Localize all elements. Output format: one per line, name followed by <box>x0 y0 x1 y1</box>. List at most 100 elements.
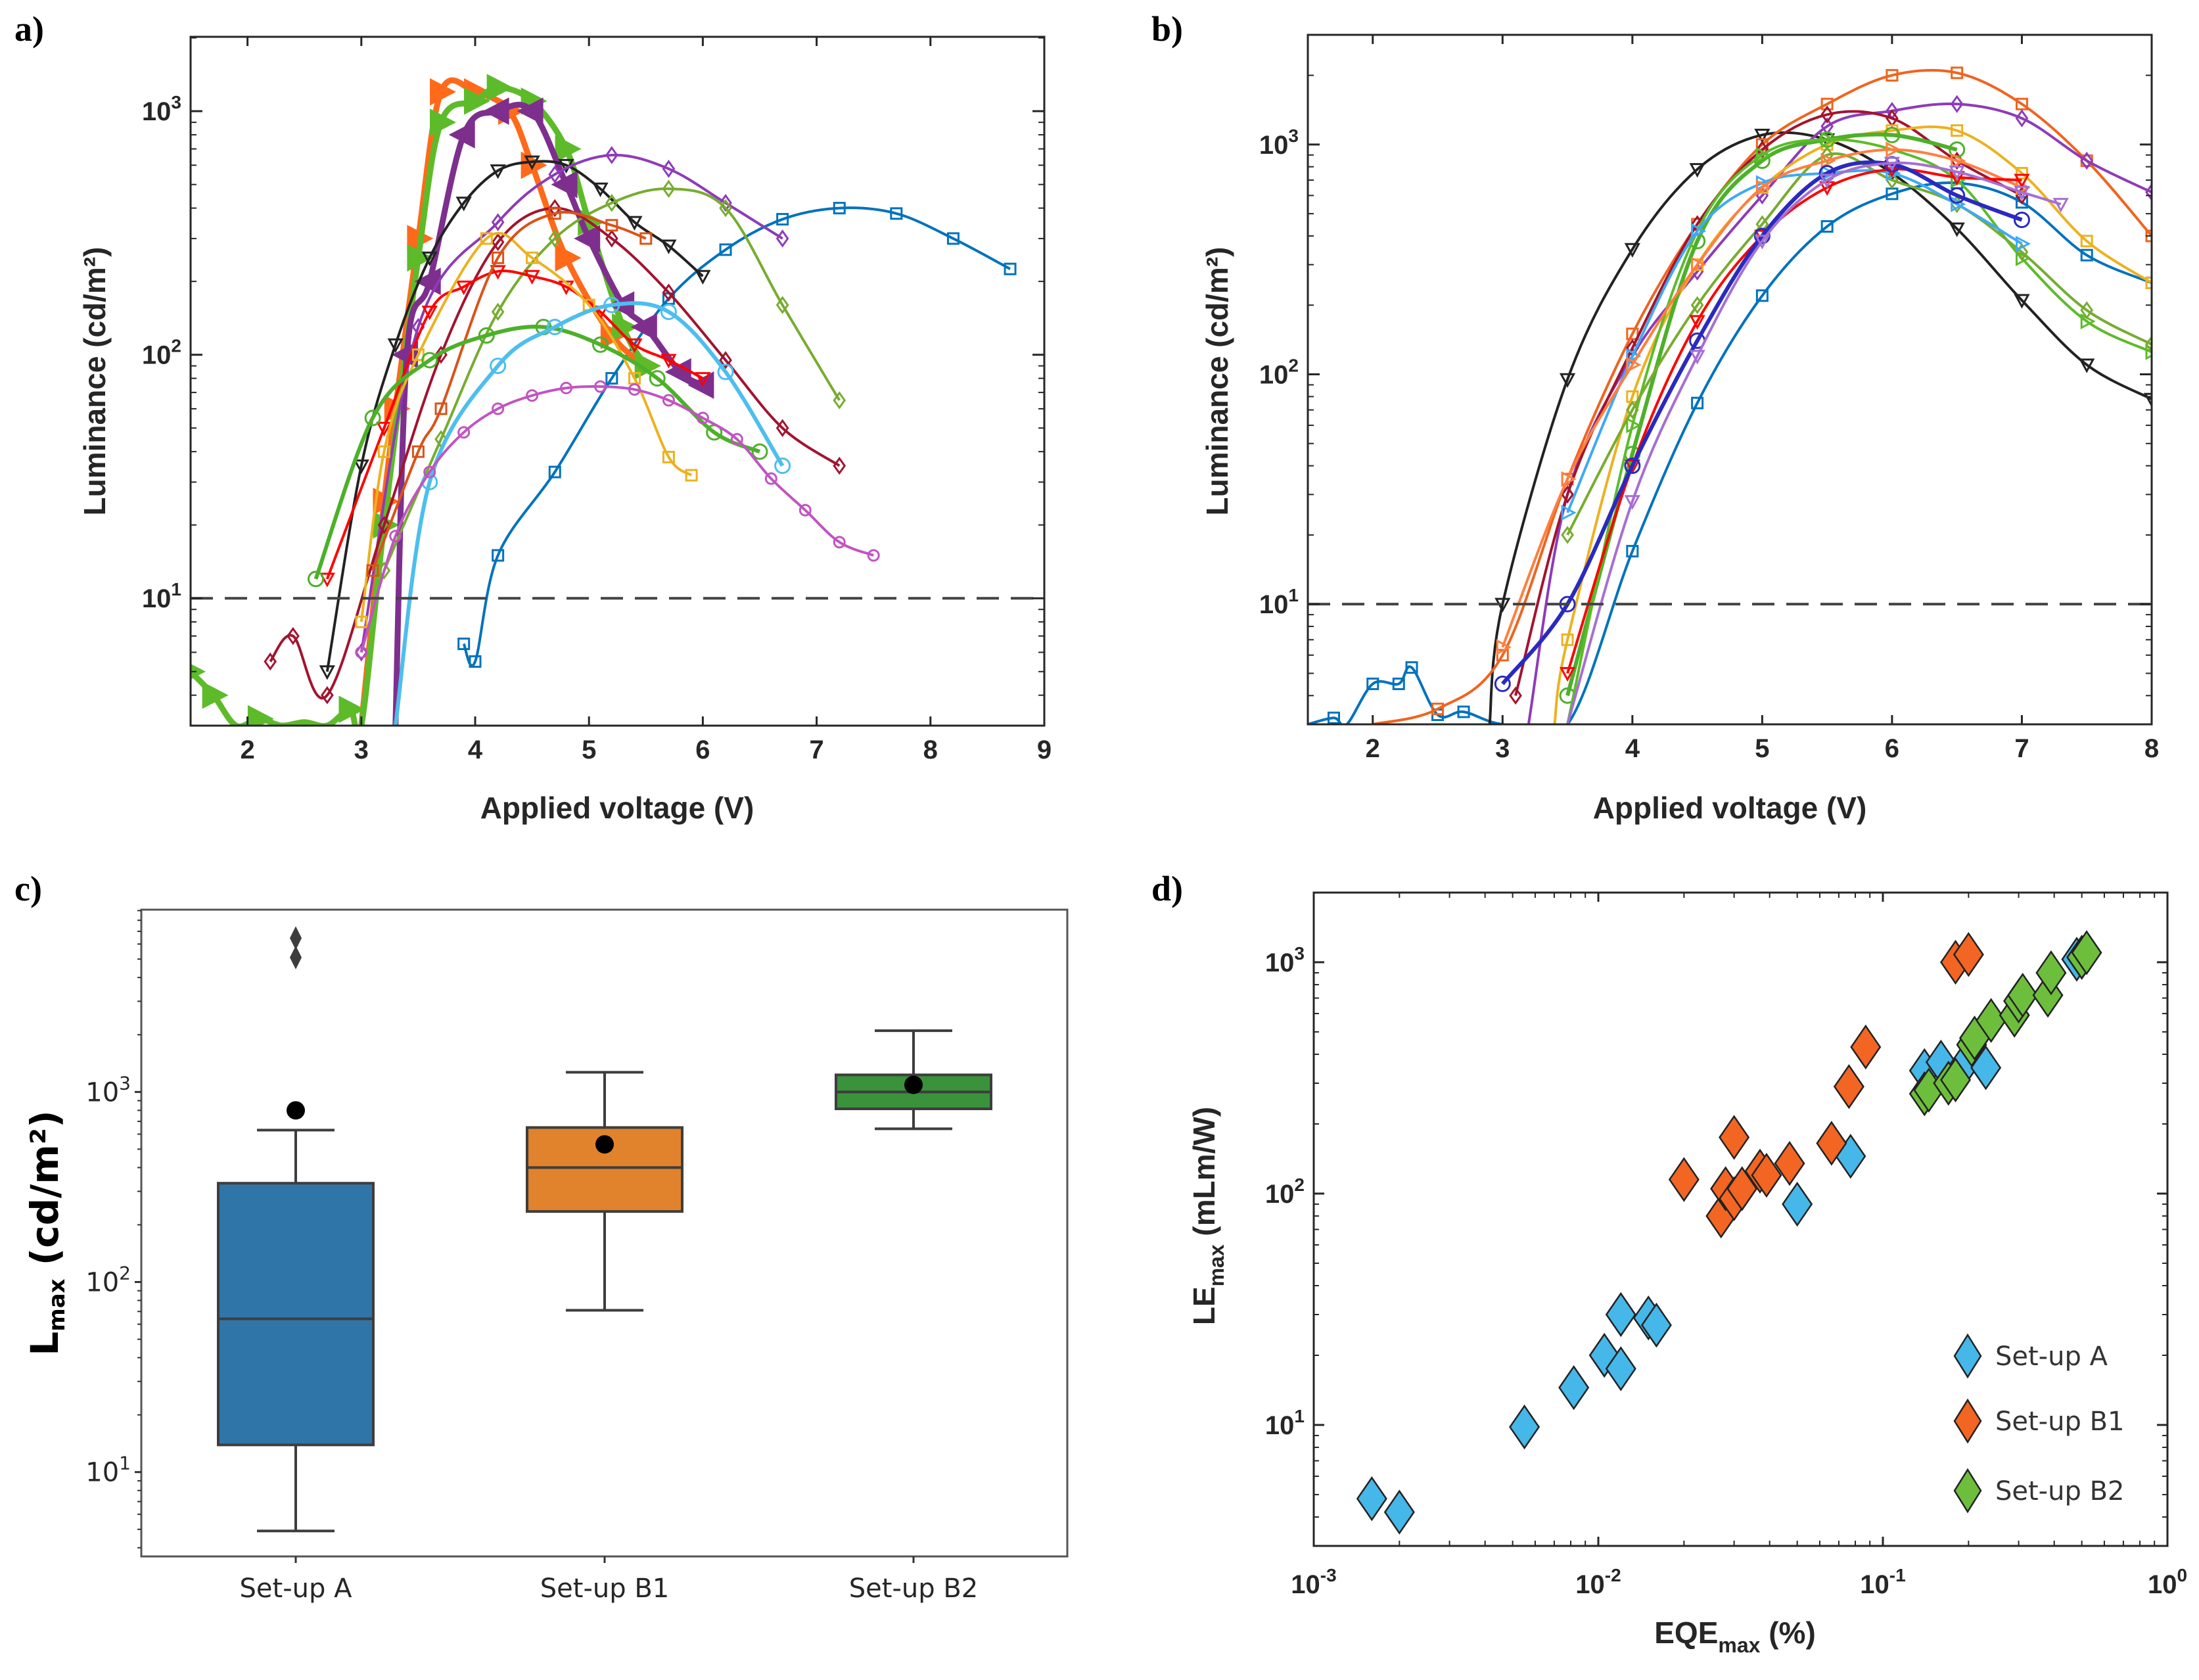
series-14-point <box>1624 495 1640 510</box>
series-3-point <box>555 135 582 163</box>
series-1-point <box>457 638 471 651</box>
series-1-point <box>492 549 505 562</box>
series-9-point <box>1561 526 1574 544</box>
y-tick-label: 102 <box>1259 356 1299 390</box>
series-7-point <box>605 193 618 212</box>
series-9-line <box>1566 152 2152 536</box>
series-14-point <box>2052 198 2069 213</box>
series-11-point <box>366 564 379 577</box>
series-14-point <box>594 380 607 393</box>
series-11-point <box>434 402 448 415</box>
panel-b-xlabel: Applied voltage (V) <box>1593 791 1867 825</box>
panel-c-ylabel: Lmax (cd/m²) <box>22 1110 70 1355</box>
series-1-point <box>1328 711 1341 724</box>
y-tick-label: 102 <box>1265 1175 1305 1209</box>
series-3-point <box>1940 1057 1972 1103</box>
panel-b-luminance-vs-voltage: 2 3 4 5 6 7 8 101 102 103 <box>1259 34 2159 763</box>
series-13-point <box>717 363 734 381</box>
series-11-point <box>639 232 653 245</box>
series-1-point <box>946 232 960 245</box>
series-8-point <box>377 515 391 534</box>
series-12-line <box>313 325 761 580</box>
y-tick-label: 101 <box>1259 585 1299 619</box>
series-1-point <box>1383 1489 1415 1535</box>
y-tick-label: 101 <box>142 579 181 613</box>
series-7-point <box>662 179 676 198</box>
series-1-point <box>1691 396 1704 409</box>
series-14-point <box>628 383 641 396</box>
series-1-point <box>1356 1476 1387 1522</box>
x-tick-label: 8 <box>2144 734 2159 763</box>
series-9-point <box>376 421 392 436</box>
series-13-point <box>1624 457 1641 475</box>
series-13-point <box>774 457 791 475</box>
series-8-point <box>1626 417 1642 434</box>
series-3-point <box>464 87 490 115</box>
series-4-point <box>482 97 509 125</box>
series-11-line <box>371 210 647 571</box>
series-6-point <box>2080 235 2093 248</box>
series-7-point <box>833 391 846 409</box>
series-9-point <box>490 265 506 280</box>
series-6-point <box>719 193 732 212</box>
series-10-point <box>526 251 539 264</box>
series-8-point <box>287 626 300 645</box>
series-4-line <box>392 102 705 726</box>
series-5-point <box>1755 140 1769 159</box>
series-14-point <box>764 472 777 485</box>
series-2-point <box>1850 1024 1882 1070</box>
series-1-line <box>1308 181 2152 724</box>
series-9-point <box>2080 301 2094 319</box>
series-6-point <box>662 160 676 178</box>
series-3-point <box>1886 69 1899 82</box>
x-tick-label: 2 <box>1366 734 1380 763</box>
series-6-point <box>2145 276 2152 289</box>
series-4-point <box>2080 151 2094 170</box>
series-7-point <box>1884 126 1901 143</box>
series-14-point <box>423 465 436 478</box>
series-4-point <box>1820 117 1834 135</box>
series-6-line <box>359 153 783 653</box>
series-2-point <box>555 244 582 272</box>
x-tick-label: 4 <box>468 735 483 764</box>
x-tick-label: 10-1 <box>1860 1565 1905 1599</box>
series-9-point <box>695 372 711 387</box>
series-7-line <box>382 187 841 571</box>
series-8-line <box>269 206 841 699</box>
series-2-point <box>2143 392 2152 408</box>
series-4-point <box>517 97 544 125</box>
series-3-point <box>247 705 274 726</box>
series-8-point <box>1820 131 1836 148</box>
series-2-point <box>1668 1157 1700 1202</box>
series-5-point <box>660 239 677 254</box>
series-5-point <box>455 197 472 212</box>
panel-a-xlabel: Applied voltage (V) <box>480 791 754 825</box>
category-label: Set-up A <box>240 1574 353 1604</box>
series-14-point <box>492 402 505 415</box>
series-1-point <box>1457 705 1470 718</box>
legend-label: Set-up A <box>1995 1342 2108 1372</box>
series-10-line <box>359 231 693 622</box>
series-14-point <box>833 536 846 549</box>
series-12-point <box>364 409 381 427</box>
y-tick-label: 102 <box>85 1263 131 1298</box>
series-2-point <box>1719 1115 1750 1160</box>
series-14-point <box>1689 350 1705 365</box>
series-3-point <box>338 695 365 724</box>
series-14-point <box>867 549 880 562</box>
x-tick-label: 5 <box>582 735 596 764</box>
series-12-point <box>1624 459 1640 475</box>
axes-frame <box>189 35 1046 727</box>
series-6-point <box>548 165 562 184</box>
series-11-point <box>1886 141 1901 158</box>
series-5-point <box>490 164 506 179</box>
series-13-line <box>1500 160 2023 686</box>
series-3-point <box>1951 66 1964 80</box>
series-13-point <box>546 318 563 335</box>
series-3-point <box>612 313 639 341</box>
plot-area <box>191 74 1017 726</box>
series-2-point <box>2079 358 2095 373</box>
series-3-line <box>191 84 649 726</box>
series-7-point <box>491 302 505 321</box>
series-8-point <box>719 351 732 369</box>
